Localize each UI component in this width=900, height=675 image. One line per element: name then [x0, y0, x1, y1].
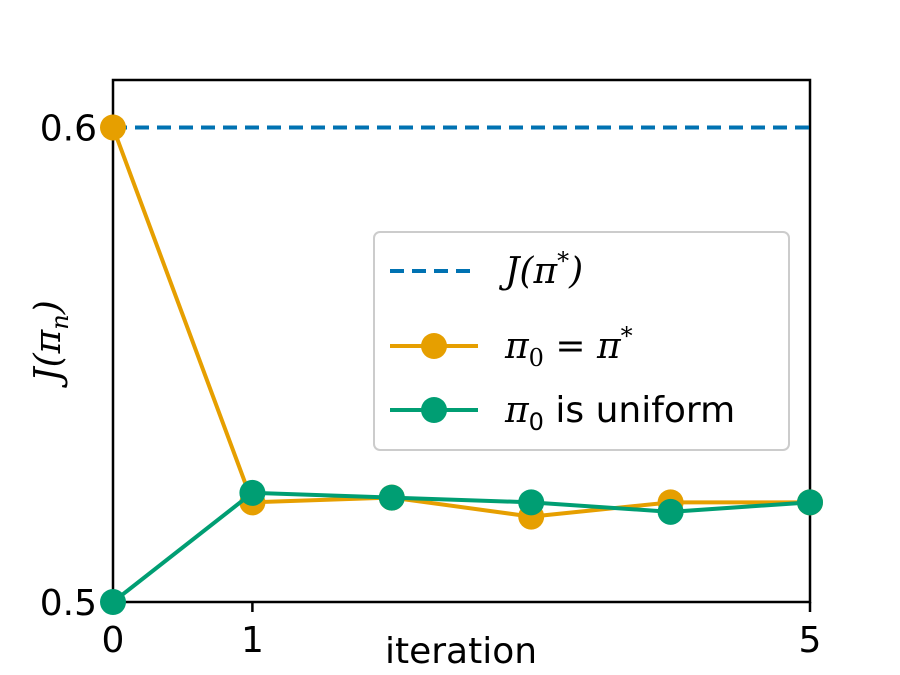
- legend-series-2-marker: [421, 397, 447, 423]
- series-2-point: [518, 489, 545, 516]
- y-tick-label: 0.6: [40, 108, 97, 149]
- x-tick-label: 5: [799, 620, 822, 661]
- series-2-line: [111, 490, 811, 604]
- x-tick-label: 0: [102, 620, 125, 661]
- legend-series-1-marker: [421, 333, 447, 359]
- series-1-point: [100, 114, 126, 141]
- legend-series-2-label: π0 is uniform: [504, 390, 735, 436]
- legend-box: [373, 231, 790, 451]
- x-tick-label: 1: [241, 620, 264, 661]
- plot-frame: [111, 78, 812, 604]
- x-axis-label: iteration: [385, 631, 537, 672]
- series-2-point: [657, 498, 684, 525]
- series-2-point: [378, 484, 405, 511]
- legend-reference-label: J(π*): [498, 247, 583, 292]
- legend-series-1-label: π0 = π*: [504, 322, 633, 372]
- axis-ticks: 0 1 5 0.5 0.6: [40, 108, 822, 661]
- series-2-point: [797, 489, 823, 516]
- series-group: [100, 114, 823, 615]
- series-2-point: [239, 479, 266, 506]
- series-1-line: [111, 126, 810, 519]
- y-axis-label: J(πn): [28, 300, 74, 389]
- legend: J(π*) π0 = π* π0 is uniform: [373, 231, 790, 451]
- y-tick-label: 0.5: [40, 583, 97, 624]
- series-2-point: [100, 589, 126, 615]
